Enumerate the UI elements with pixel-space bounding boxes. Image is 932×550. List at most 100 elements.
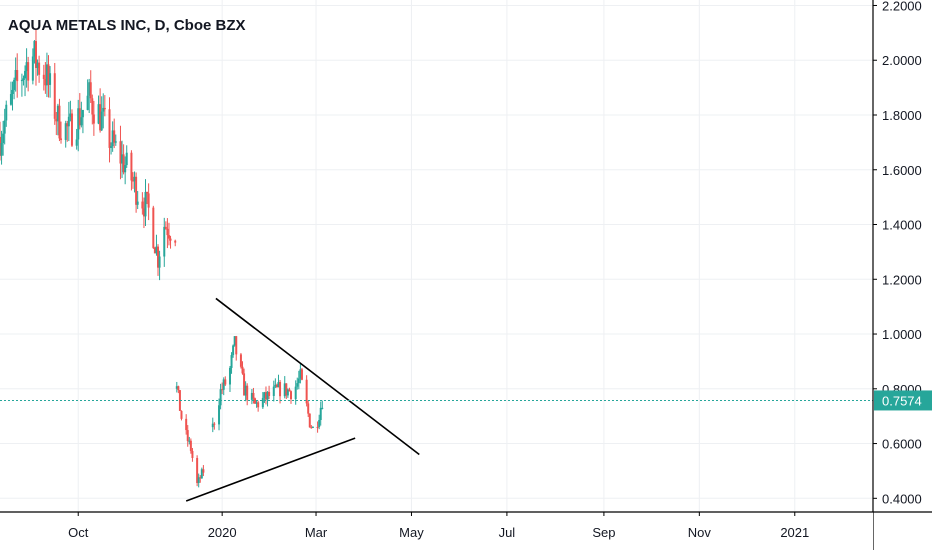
candle-up	[133, 176, 136, 182]
time-tick-label: Jul	[499, 525, 516, 540]
candle-up	[283, 383, 286, 397]
candle-up	[158, 256, 161, 268]
candle-up	[31, 56, 34, 81]
candle-up	[64, 123, 67, 140]
candle-down	[252, 392, 255, 399]
candle-down	[305, 379, 308, 404]
candle-up	[296, 383, 299, 387]
candle-down	[47, 64, 50, 85]
candle-up	[125, 152, 128, 166]
candle-up	[11, 89, 14, 94]
candle-up	[230, 355, 233, 368]
candle-up	[200, 469, 203, 479]
candle-down	[243, 373, 246, 396]
candle-down	[91, 98, 94, 115]
candle-down	[119, 141, 122, 164]
candle-up	[36, 62, 39, 68]
candle-down	[246, 385, 249, 400]
candle-up	[9, 93, 12, 105]
candle-up	[33, 41, 36, 57]
candle-up	[77, 108, 80, 140]
candle-up	[114, 141, 117, 143]
candle-up	[274, 384, 277, 387]
price-axis-bg	[873, 0, 932, 550]
candle-down	[239, 354, 242, 367]
candle-down	[300, 369, 303, 380]
candle-up	[100, 111, 103, 131]
candle-up	[102, 107, 105, 112]
candle-up	[261, 397, 264, 408]
candle-down	[92, 114, 95, 124]
candle-up	[286, 389, 289, 396]
candle-up	[136, 201, 139, 205]
candle-down	[152, 207, 155, 248]
candle-up	[3, 120, 6, 134]
candle-up	[233, 336, 236, 346]
time-tick-label: Oct	[68, 525, 89, 540]
candle-up	[67, 116, 70, 127]
candle-up	[14, 70, 17, 80]
candle-down	[264, 392, 267, 400]
time-tick-label: May	[399, 525, 424, 540]
candle-up	[24, 70, 27, 79]
candle-down	[275, 384, 278, 388]
trend-line-lower-support	[185, 437, 356, 502]
candles	[0, 28, 324, 488]
candle-down	[27, 62, 30, 81]
candle-up	[80, 117, 83, 126]
candle-down	[166, 228, 169, 236]
candle-up	[22, 78, 25, 80]
price-tick-label: 2.0000	[882, 53, 922, 68]
candle-down	[60, 138, 63, 140]
price-tick-label: 1.4000	[882, 218, 922, 233]
candle-down	[113, 130, 116, 143]
candle-up	[13, 79, 16, 90]
time-tick-label: Mar	[305, 525, 328, 540]
candle-up	[81, 109, 84, 118]
candle-up	[69, 113, 72, 117]
candle-down	[202, 469, 205, 473]
candle-up	[2, 133, 5, 143]
trend-line-upper-resistance	[215, 297, 420, 456]
price-tick-label: 1.2000	[882, 272, 922, 287]
candle-down	[99, 104, 102, 131]
candle-up	[25, 62, 28, 71]
candle-up	[255, 402, 258, 404]
candle-down	[199, 477, 202, 479]
time-tick-label: Sep	[592, 525, 615, 540]
candle-down	[146, 191, 149, 194]
candle-up	[218, 405, 221, 425]
candle-down	[122, 154, 125, 173]
price-tick-label: 2.2000	[882, 0, 922, 13]
trend-lines[interactable]	[185, 297, 420, 502]
candle-down	[285, 383, 288, 396]
candle-down	[108, 109, 111, 148]
candle-down	[66, 123, 69, 127]
candle-down	[180, 410, 183, 419]
time-axis-bg	[0, 512, 873, 550]
candle-up	[144, 191, 147, 217]
candle-down	[241, 366, 244, 374]
candle-down	[130, 152, 133, 181]
candle-up	[124, 165, 127, 173]
price-axis[interactable]: 2.2000 2.0000 1.8000 1.6000 1.4000 1.2000 1.00…	[872, 0, 932, 550]
time-axis[interactable]: Oct 2020 Mar May Jul Sep Nov 2021	[0, 511, 932, 550]
candle-down	[89, 82, 92, 99]
candle-up	[56, 105, 59, 122]
candle-up	[299, 369, 302, 379]
candle-down	[178, 390, 181, 411]
candle-up	[20, 79, 23, 82]
candle-down	[257, 402, 260, 408]
candle-down	[254, 398, 257, 404]
candle-down	[142, 208, 145, 217]
candle-down	[147, 193, 150, 208]
price-tick-label: 1.6000	[882, 163, 922, 178]
time-tick-label: 2020	[208, 525, 237, 540]
price-tick-label: 1.0000	[882, 327, 922, 342]
price-tick-label: 1.8000	[882, 108, 922, 123]
candle-up	[297, 378, 300, 384]
candle-up	[88, 82, 91, 96]
candle-down	[103, 107, 106, 110]
candle-down	[221, 389, 224, 391]
